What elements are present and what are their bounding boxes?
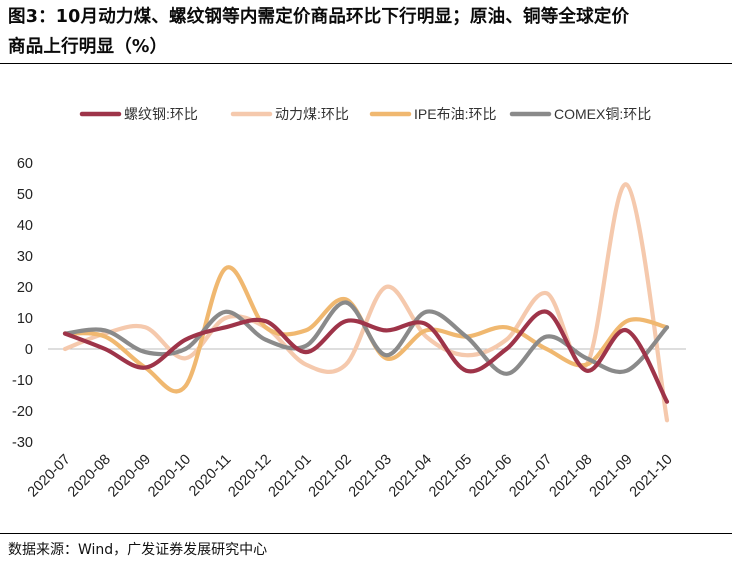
x-tick-label: 2020-12 [226,452,275,501]
x-tick-label: 2020-09 [105,452,154,501]
x-tick-label: 2021-09 [587,452,636,501]
x-tick-label: 2021-02 [306,452,355,501]
x-tick-label: 2021-04 [386,452,435,501]
title-line-2: 商品上行明显（%） [8,37,168,57]
y-tick-label: 10 [17,311,33,327]
x-tick-label: 2021-08 [547,452,596,501]
source-note: 数据来源：Wind，广发证券发展研究中心 [8,542,268,558]
legend-label-2: 动力煤:环比 [275,106,349,122]
x-tick-label: 2021-01 [266,452,315,501]
x-tick-label: 2021-10 [627,452,676,501]
y-tick-label: -30 [12,435,33,451]
line-chart: 6050403020100-10-20-302020-072020-082020… [12,106,686,501]
x-tick-label: 2020-08 [65,452,114,501]
x-tick-label: 2021-05 [426,452,475,501]
series-line-2 [62,182,670,423]
y-tick-label: 0 [25,342,33,358]
series-line-1 [62,309,670,404]
y-tick-label: 20 [17,280,33,296]
y-tick-label: -20 [12,404,33,420]
y-tick-label: 50 [17,187,33,203]
legend-label-4: COMEX铜:环比 [554,106,651,122]
legend-label-1: 螺纹钢:环比 [124,106,198,122]
x-tick-label: 2020-07 [25,452,74,501]
y-tick-label: -10 [12,373,33,389]
bottom-rule [0,533,732,534]
chart-title: 图3：10月动力煤、螺纹钢等内需定价商品环比下行明显；原油、铜等全球定价 商品上… [8,2,726,62]
x-tick-label: 2021-06 [466,452,515,501]
y-tick-label: 40 [17,218,33,234]
top-rule [0,63,732,64]
x-tick-label: 2021-03 [346,452,395,501]
y-tick-label: 30 [17,249,33,265]
x-tick-label: 2020-10 [145,452,194,501]
y-tick-label: 60 [17,156,33,172]
x-tick-label: 2021-07 [506,452,555,501]
legend-label-3: IPE布油:环比 [414,106,496,122]
title-line-1: 图3：10月动力煤、螺纹钢等内需定价商品环比下行明显；原油、铜等全球定价 [8,7,630,27]
x-tick-label: 2020-11 [186,452,234,500]
